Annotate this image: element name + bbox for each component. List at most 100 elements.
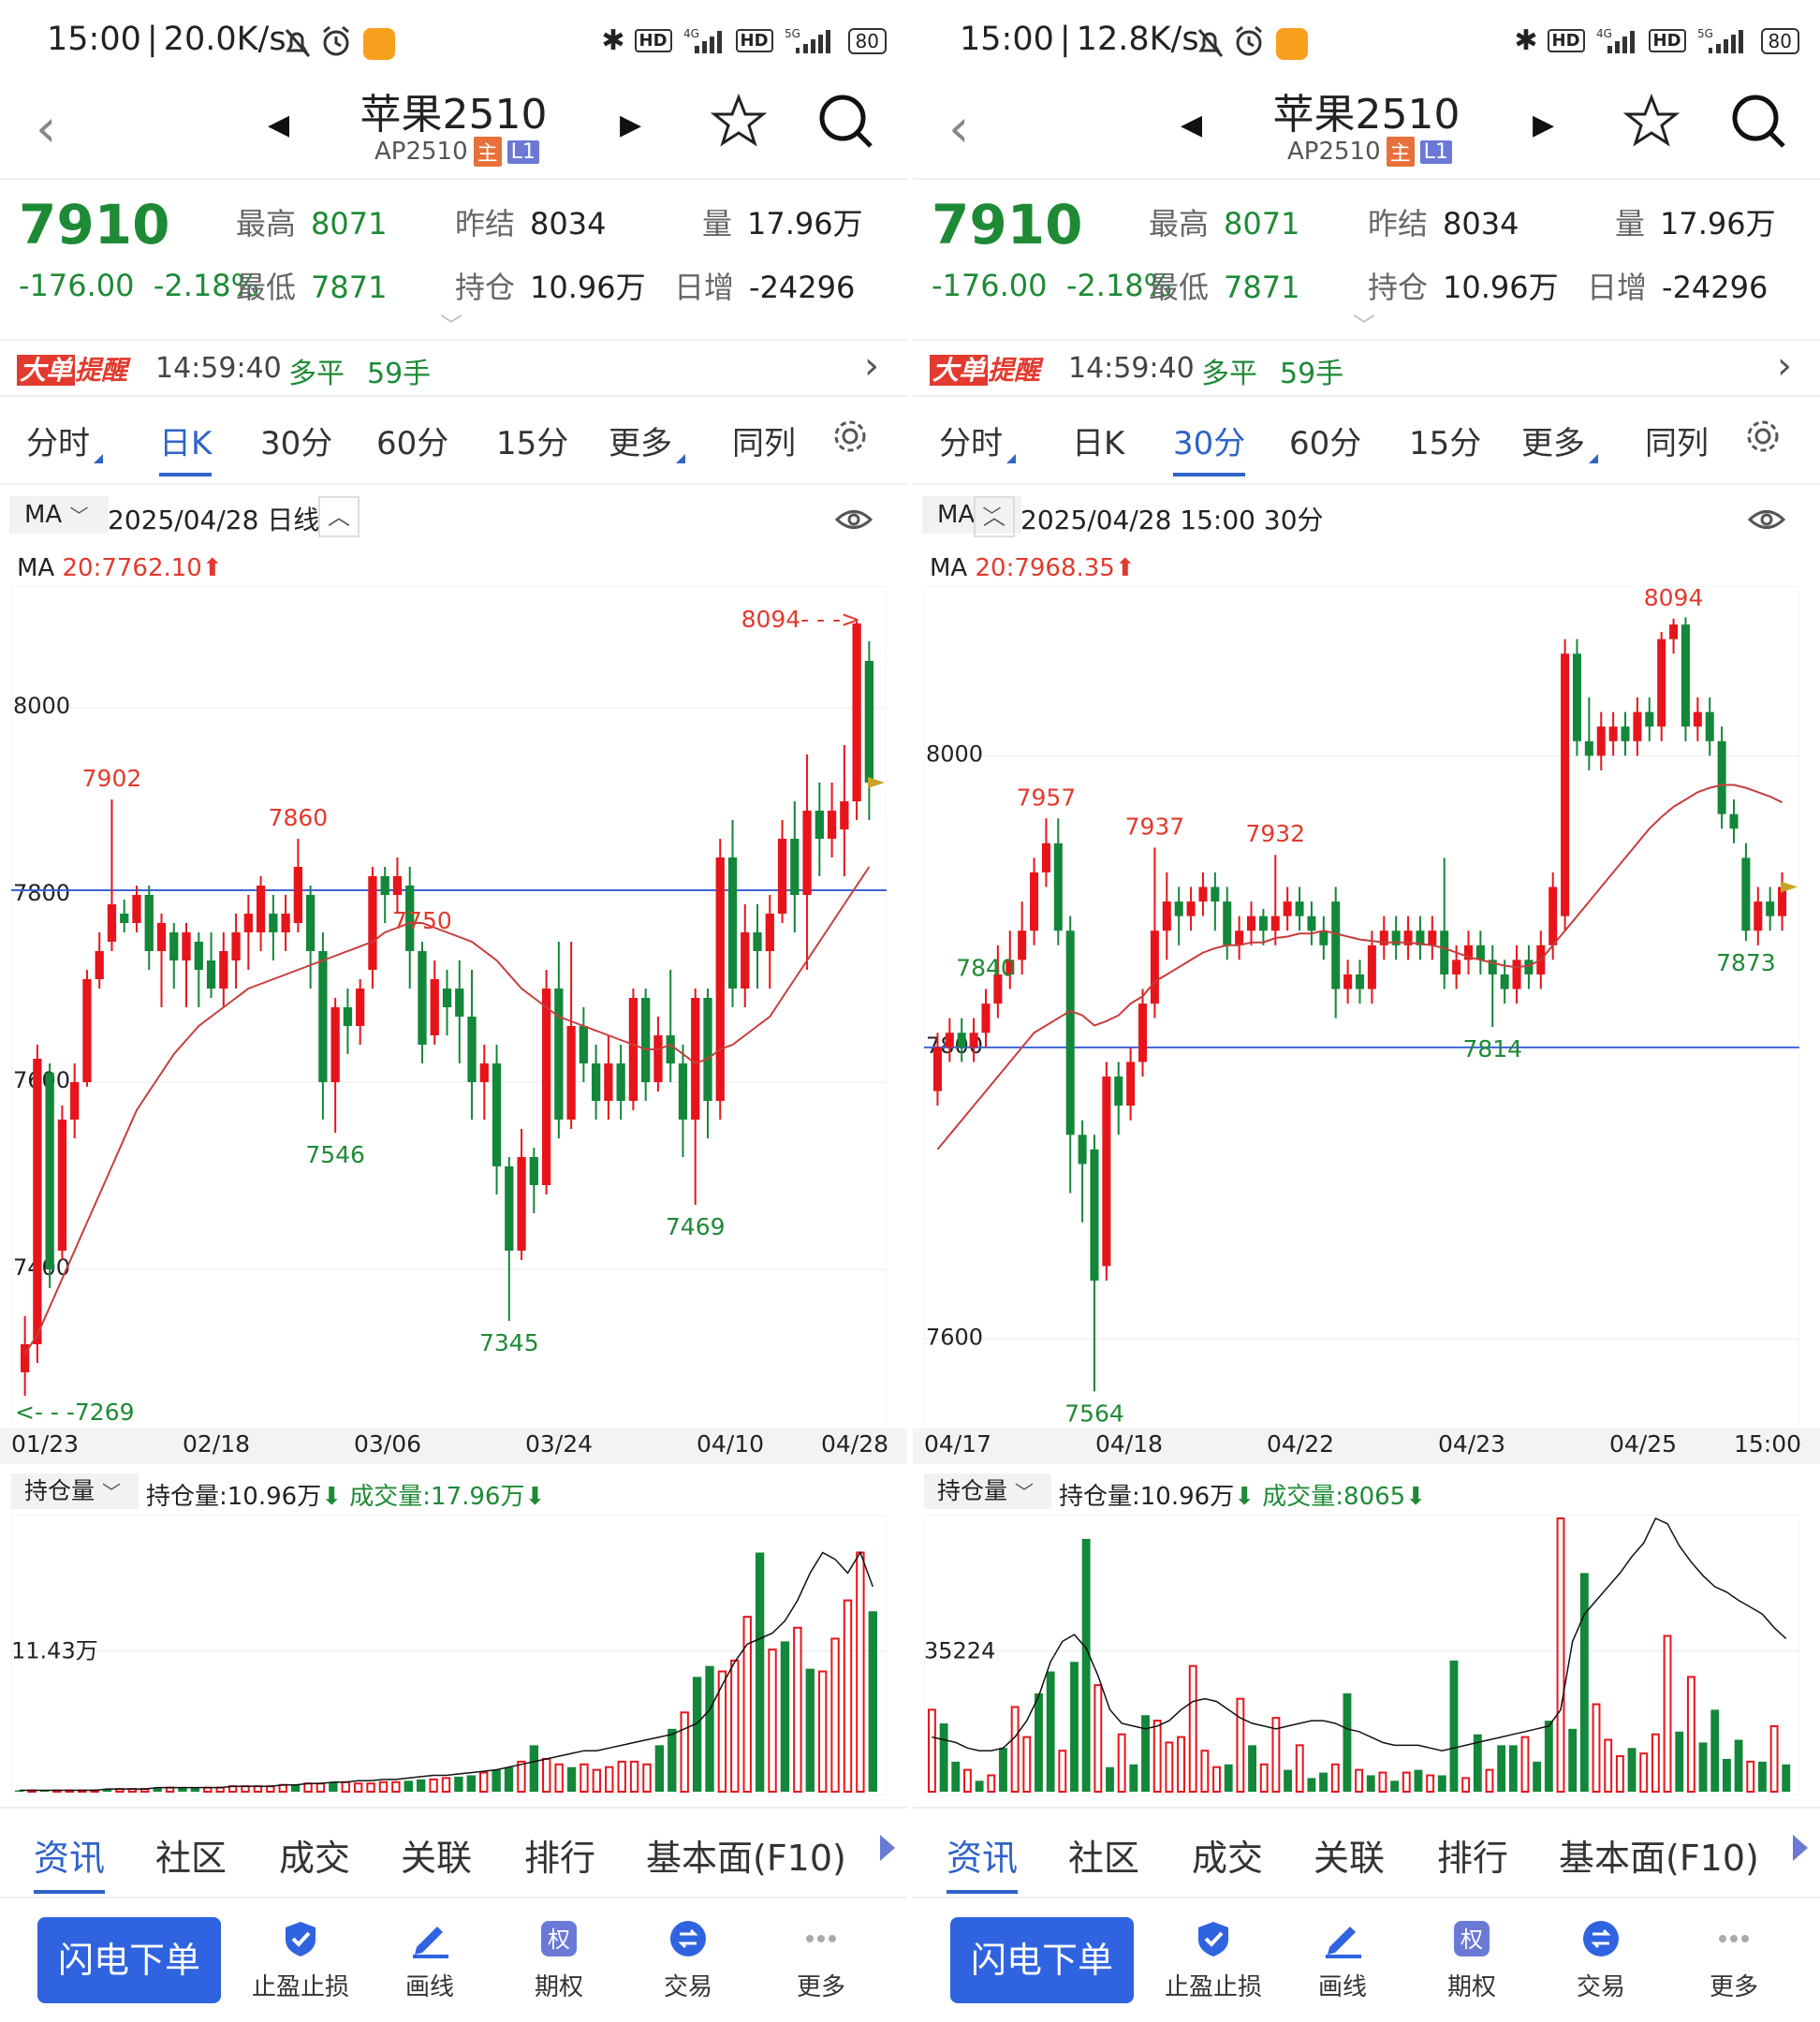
expand-chevron-icon[interactable]: ﹀ [440,313,462,339]
bottom-tab-0[interactable]: 资讯 [34,1829,106,1894]
volume-bar [566,1766,577,1792]
bottom-tab-1[interactable]: 社区 [1068,1838,1140,1879]
search-icon[interactable] [1729,92,1789,152]
volume-bar [1533,1761,1542,1792]
flash-order-button[interactable]: 闪电下单 [37,1917,221,2003]
star-icon[interactable] [710,92,768,150]
collapse-chevron-icon[interactable]: ︿ [318,496,360,537]
ma-selector[interactable]: MA ﹀ [922,496,1021,534]
prev-contract-icon[interactable]: ◀ [268,109,290,141]
candlestick-chart[interactable]: 8000 7800 7600 7400 8094- - -> 7902 7860 7750 75… [11,586,887,1429]
bottom-tab-1[interactable]: 社区 [155,1838,228,1879]
tab-5[interactable]: 更多 [609,418,685,463]
volume-bar [1698,1742,1708,1792]
gear-icon[interactable] [1744,418,1782,455]
collapse-chevron-icon[interactable]: ︿ [974,496,1015,537]
y-tick-label: 7600 [926,1324,983,1350]
action-more-dots[interactable]: 更多 [770,1919,873,2002]
bottom-tab-4[interactable]: 排行 [524,1838,596,1879]
candle-body [455,989,464,1017]
volume-bar [592,1768,602,1794]
tab-1[interactable]: 日K [1072,418,1124,463]
tab-label: 30分 [260,425,333,462]
battery-icon: 80 [847,27,887,54]
bottom-tab-3[interactable]: 关联 [401,1838,473,1879]
bottom-tab-2[interactable]: 成交 [1192,1838,1264,1879]
volume-chart[interactable]: 35224 [924,1515,1799,1795]
tab-3[interactable]: 60分 [376,418,448,463]
oi-selector[interactable]: 持仓量 ﹀ [924,1473,1051,1509]
candle-body [1608,726,1618,741]
action-trade[interactable]: 交易 [637,1919,740,2002]
search-icon[interactable] [816,92,876,152]
bottom-tab-5[interactable]: 基本面(F10) [1559,1838,1759,1879]
action-shield-check[interactable]: 止盈止损 [1162,1919,1265,2002]
bottom-tab-4[interactable]: 排行 [1437,1838,1509,1879]
chevron-right-icon[interactable]: › [1777,344,1792,388]
eye-icon[interactable] [1748,507,1785,532]
tab-3[interactable]: 60分 [1289,418,1361,463]
tab-5[interactable]: 更多 [1521,418,1598,463]
high-stat: 最高 8071 [1149,206,1300,242]
flash-order-button[interactable]: 闪电下单 [950,1917,1134,2003]
volume-chart[interactable]: 11.43万 [11,1515,887,1795]
star-icon[interactable] [1622,92,1681,150]
bottom-tab-3[interactable]: 关联 [1314,1838,1386,1879]
date-axis: 04/17 04/18 04/22 04/23 04/25 15:00 [913,1429,1820,1464]
battery-icon: 80 [1760,27,1799,54]
tab-0[interactable]: 分时 [26,418,103,463]
back-chevron-icon[interactable]: ‹ [948,98,970,159]
volume-bar [341,1780,350,1793]
bottom-tab-5[interactable]: 基本面(F10) [646,1838,846,1879]
chart-date: 2025/04/28 日线 [108,505,320,535]
tab-4[interactable]: 15分 [1409,418,1481,463]
action-more-dots[interactable]: 更多 [1682,1919,1785,2002]
tab-1[interactable]: 日K [159,418,213,476]
expand-chevron-icon[interactable]: ﹀ [1353,313,1375,339]
volume-bar [805,1668,815,1792]
big-order-alert[interactable]: 大单 提醒 14:59:40 多平 59手 › [913,341,1820,397]
tab-4[interactable]: 15分 [496,418,568,463]
tab-6[interactable]: 同列 [1645,418,1709,463]
action-pen-line[interactable]: 画线 [378,1919,481,2002]
candle-body [1247,916,1256,931]
tab-6[interactable]: 同列 [732,418,796,463]
ma20-line [23,866,871,1355]
volume-bar [680,1711,689,1794]
oi-bar: 持仓量 ﹀ 持仓量:10.96万⬇ 成交量:8065⬇ [913,1468,1820,1515]
action-pen-line[interactable]: 画线 [1291,1919,1394,2002]
bottom-tab-2[interactable]: 成交 [279,1838,351,1879]
action-shield-check[interactable]: 止盈止损 [249,1919,352,2002]
oi-selector[interactable]: 持仓量 ﹀ [11,1473,139,1509]
tab-2[interactable]: 30分 [1173,418,1246,476]
action-trade[interactable]: 交易 [1549,1919,1652,2002]
tab-0[interactable]: 分时 [939,418,1016,463]
ma-selector[interactable]: MA ﹀ [9,496,109,534]
price-annotation: 7750 [392,907,452,934]
candle-body [45,1073,54,1269]
prev-contract-icon[interactable]: ◀ [1181,109,1203,141]
gear-icon[interactable] [831,418,869,455]
bottom-tab-0[interactable]: 资讯 [947,1829,1019,1894]
candle-body [1693,711,1702,727]
action-option[interactable]: 权期权 [507,1919,610,2002]
tab-2[interactable]: 30分 [260,418,332,463]
chevron-right-icon[interactable]: › [864,344,879,388]
volume-bar [39,1790,50,1792]
candle-body [330,1007,340,1082]
back-chevron-icon[interactable]: ‹ [36,98,57,159]
action-option[interactable]: 权期权 [1420,1919,1523,2002]
volume-bar [1236,1697,1245,1793]
big-order-alert[interactable]: 大单 提醒 14:59:40 多平 59手 › [0,341,907,397]
volume-bar [987,1774,996,1794]
next-contract-icon[interactable]: ▶ [1533,109,1555,141]
eye-icon[interactable] [835,507,873,532]
hd-icon-2: HD [1648,29,1686,52]
next-contract-icon[interactable]: ▶ [620,109,642,141]
volume-bar [1473,1734,1482,1792]
scroll-right-icon[interactable] [880,1835,895,1861]
scroll-right-icon[interactable] [1793,1835,1808,1861]
alert-time: 14:59:40 [1068,352,1195,385]
volume-bar [1165,1741,1174,1794]
